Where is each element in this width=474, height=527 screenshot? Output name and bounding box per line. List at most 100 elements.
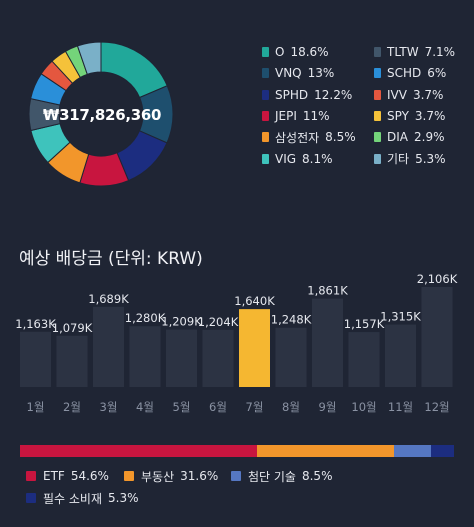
bar-value-label: 1,157K bbox=[344, 317, 385, 331]
legend-swatch bbox=[374, 89, 381, 100]
legend-item: SPY 3.7% bbox=[374, 108, 445, 124]
legend-percent: 3.7% bbox=[414, 108, 446, 123]
month-tick-label: 4월 bbox=[136, 400, 154, 414]
legend-label: VIG bbox=[275, 151, 297, 166]
legend-item: VIG 8.1% bbox=[262, 151, 333, 167]
legend-swatch bbox=[262, 110, 269, 121]
legend-item: SPHD 12.2% bbox=[262, 87, 352, 103]
bar-9 bbox=[312, 298, 343, 387]
bar-11 bbox=[385, 324, 416, 387]
breakdown-percent: 54.6% bbox=[70, 469, 109, 483]
breakdown-percent: 31.6% bbox=[180, 469, 219, 483]
bar-1 bbox=[20, 331, 51, 387]
legend-item: O 18.6% bbox=[262, 44, 329, 60]
breakdown-segment bbox=[430, 445, 454, 457]
month-tick-label: 12월 bbox=[424, 400, 449, 414]
monthly-dividend-bar-chart: 1,163K 1월 1,079K 2월 1,689K 3월 1,280K 4월 1,209K 5월… bbox=[15, 272, 458, 414]
bar-value-label: 1,163K bbox=[15, 317, 56, 331]
bar-value-label: 1,640K bbox=[234, 294, 275, 308]
breakdown-legend-item: 필수 소비재 5.3% bbox=[26, 490, 139, 506]
legend-label: IVV bbox=[387, 87, 407, 102]
legend-label: 기타 bbox=[387, 152, 410, 166]
bar-2 bbox=[56, 335, 88, 387]
legend-label: SCHD bbox=[387, 66, 422, 81]
legend-swatch bbox=[262, 132, 269, 143]
legend-label: O bbox=[275, 45, 285, 59]
month-tick-label: 6월 bbox=[209, 400, 227, 414]
legend-swatch bbox=[262, 68, 269, 79]
breakdown-legend-item: 부동산 31.6% bbox=[124, 468, 218, 484]
bar-value-label: 1,209K bbox=[161, 315, 202, 329]
breakdown-legend-item: ETF 54.6% bbox=[26, 468, 109, 484]
legend-label: SPHD bbox=[275, 87, 309, 102]
bar-12 bbox=[421, 287, 453, 387]
legend-label: 삼성전자 bbox=[275, 130, 320, 145]
month-tick-label: 5월 bbox=[173, 400, 191, 414]
legend-percent: 3.7% bbox=[412, 87, 444, 102]
portfolio-donut-chart bbox=[28, 41, 174, 187]
legend-percent: 12.2% bbox=[314, 87, 353, 102]
legend-percent: 2.9% bbox=[414, 130, 445, 145]
breakdown-segment bbox=[256, 445, 395, 457]
month-tick-label: 10월 bbox=[351, 400, 376, 414]
legend-item: JEPI 11% bbox=[262, 108, 330, 124]
month-tick-label: 9월 bbox=[319, 400, 337, 414]
breakdown-label: 필수 소비재 bbox=[43, 491, 103, 506]
bar-4 bbox=[129, 326, 161, 387]
legend-swatch bbox=[374, 110, 381, 121]
bar-8 bbox=[275, 327, 307, 387]
bar-value-label: 1,861K bbox=[307, 284, 348, 298]
month-tick-label: 11월 bbox=[388, 400, 413, 414]
legend-percent: 18.6% bbox=[290, 45, 329, 59]
bar-value-label: 1,204K bbox=[198, 315, 239, 329]
month-tick-label: 8월 bbox=[282, 400, 300, 414]
legend-swatch bbox=[374, 68, 381, 79]
legend-item: TLTW 7.1% bbox=[374, 44, 455, 60]
month-tick-label: 3월 bbox=[100, 400, 118, 414]
legend-percent: 7.1% bbox=[424, 45, 456, 59]
legend-swatch bbox=[374, 132, 381, 143]
breakdown-swatch bbox=[26, 493, 36, 503]
bar-7 bbox=[239, 309, 270, 387]
breakdown-label: ETF bbox=[43, 469, 65, 483]
breakdown-swatch bbox=[231, 471, 241, 481]
bar-value-label: 1,315K bbox=[380, 310, 421, 324]
legend-label: SPY bbox=[387, 108, 409, 123]
legend-swatch bbox=[374, 47, 381, 57]
breakdown-segment bbox=[20, 445, 257, 457]
donut-slice-11 bbox=[76, 41, 102, 75]
legend-swatch bbox=[262, 89, 269, 100]
legend-percent: 13% bbox=[307, 66, 335, 81]
legend-percent: 8.5% bbox=[325, 130, 356, 145]
breakdown-swatch bbox=[26, 471, 36, 481]
dividend-chart-title: 예상 배당금 (단위: KRW) bbox=[19, 249, 203, 269]
legend-swatch bbox=[374, 153, 381, 164]
breakdown-label: 부동산 bbox=[141, 469, 175, 484]
bar-value-label: 2,106K bbox=[417, 272, 458, 286]
month-tick-label: 2월 bbox=[63, 400, 81, 414]
bar-6 bbox=[202, 329, 234, 387]
breakdown-label: 첨단 기술 bbox=[248, 469, 296, 484]
bar-value-label: 1,280K bbox=[125, 311, 166, 325]
legend-label: VNQ bbox=[275, 66, 302, 81]
month-tick-label: 1월 bbox=[27, 400, 45, 414]
bar-5 bbox=[166, 329, 197, 387]
legend-label: JEPI bbox=[275, 108, 297, 123]
legend-percent: 5.3% bbox=[415, 151, 446, 166]
bar-10 bbox=[348, 332, 380, 387]
bar-value-label: 1,689K bbox=[88, 292, 129, 306]
bar-3 bbox=[93, 306, 124, 387]
breakdown-legend-item: 첨단 기술 8.5% bbox=[231, 468, 332, 484]
legend-item: 삼성전자 8.5% bbox=[262, 129, 356, 145]
breakdown-percent: 8.5% bbox=[301, 469, 333, 483]
breakdown-percent: 5.3% bbox=[108, 491, 139, 505]
breakdown-swatch bbox=[124, 471, 134, 481]
legend-percent: 8.1% bbox=[302, 151, 333, 166]
legend-swatch bbox=[262, 47, 269, 57]
legend-label: DIA bbox=[387, 130, 408, 145]
month-tick-label: 7월 bbox=[246, 400, 264, 414]
legend-item: IVV 3.7% bbox=[374, 87, 443, 103]
legend-item: 기타 5.3% bbox=[374, 151, 446, 167]
sector-breakdown-bar bbox=[20, 445, 454, 457]
legend-swatch bbox=[262, 153, 269, 164]
